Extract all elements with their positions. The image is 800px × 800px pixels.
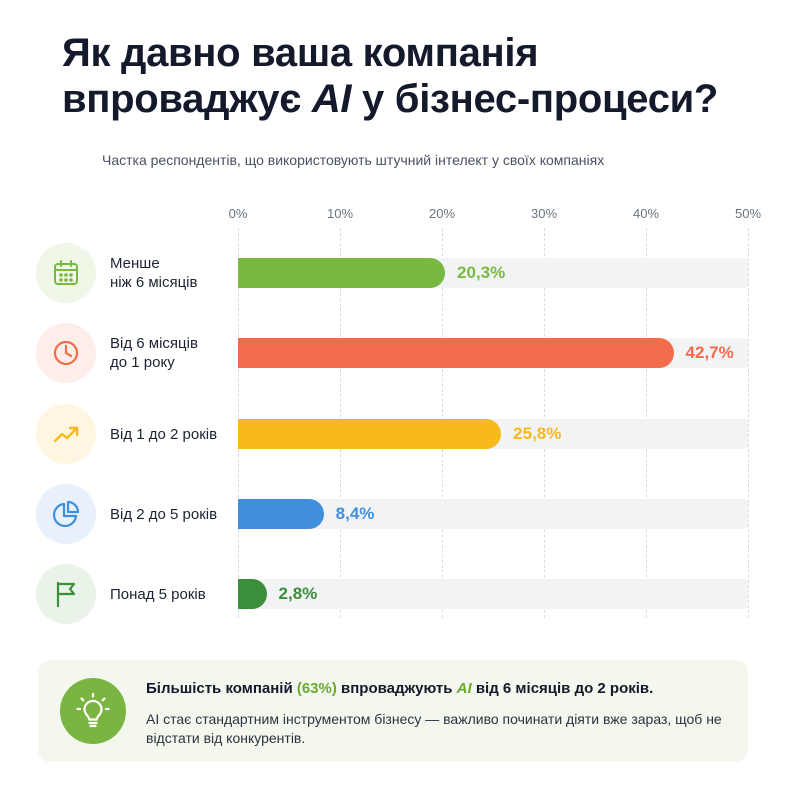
title-ai: AI — [311, 77, 352, 121]
data-label: 25,8% — [513, 424, 562, 443]
lightbulb-icon — [60, 678, 126, 744]
bar — [238, 338, 674, 368]
summary-callout: Більшість компаній (63%) впроваджують AI… — [38, 660, 748, 762]
bar — [238, 258, 446, 288]
calendar-icon — [36, 243, 96, 303]
x-tick-label: 50% — [734, 206, 762, 221]
chart-subtitle: Частка респондентів, що використовують ш… — [102, 152, 605, 168]
data-label: 8,4% — [335, 504, 375, 523]
callout-text: впроваджують — [336, 680, 457, 697]
clock-icon — [36, 323, 96, 383]
bar — [238, 419, 502, 449]
pie-chart-icon — [36, 484, 96, 544]
x-tick-label: 20% — [428, 206, 456, 221]
category-label: Менше ніж 6 місяців — [110, 255, 198, 291]
flag-icon — [36, 564, 96, 624]
title-part: впроваджує — [62, 77, 312, 121]
data-label: 2,8% — [278, 584, 318, 603]
category-label: Від 2 до 5 років — [110, 505, 218, 523]
gridline — [748, 228, 749, 618]
data-label: 42,7% — [685, 343, 734, 362]
callout-heading: Більшість компаній (63%) впроваджують AI… — [146, 680, 736, 697]
x-tick-label: 40% — [632, 206, 660, 221]
bar — [238, 579, 267, 609]
title-line-1: Як давно ваша компанія — [62, 31, 539, 75]
callout-text: від 6 місяців до 2 років. — [471, 680, 654, 697]
callout-percent: (63%) — [296, 680, 337, 697]
bar-track — [238, 579, 748, 609]
callout-body: AI стає стандартним інструментом бізнесу… — [146, 711, 722, 746]
category-label: Від 6 місяців до 1 року — [110, 335, 198, 371]
bar — [238, 499, 324, 529]
category-label: Від 1 до 2 років — [110, 425, 218, 443]
x-tick-label: 10% — [326, 206, 354, 221]
x-tick-label: 30% — [530, 206, 558, 221]
callout-text: Більшість компаній — [146, 680, 297, 697]
title-line-2: впроваджує AI у бізнес-процеси? — [62, 76, 762, 122]
x-tick-label: 0% — [228, 206, 248, 221]
title-part: у бізнес-процеси? — [351, 77, 719, 121]
category-label: Понад 5 років — [110, 585, 206, 603]
trend-up-icon — [36, 404, 96, 464]
callout-ai: AI — [456, 680, 472, 697]
data-label: 20,3% — [457, 263, 506, 282]
page-title: Як давно ваша компанія впроваджує AI у б… — [62, 30, 762, 122]
